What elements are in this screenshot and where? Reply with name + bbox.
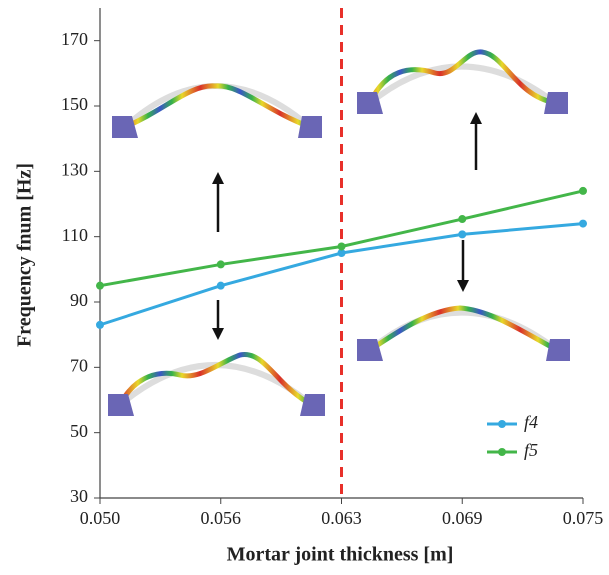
x-tick-label: 0.075 bbox=[563, 508, 604, 528]
y-tick-label: 150 bbox=[61, 94, 88, 114]
data-point bbox=[216, 260, 225, 269]
x-tick-label: 0.056 bbox=[201, 508, 242, 528]
x-tick-label: 0.063 bbox=[321, 508, 362, 528]
data-point bbox=[458, 230, 467, 239]
legend-label: f4 bbox=[524, 412, 538, 432]
data-point bbox=[579, 219, 587, 228]
legend-marker bbox=[498, 448, 506, 456]
y-tick-label: 130 bbox=[61, 159, 88, 179]
data-point bbox=[579, 186, 587, 195]
mode-shapes bbox=[117, 49, 560, 408]
data-point bbox=[96, 320, 104, 329]
supports bbox=[108, 92, 570, 416]
data-point bbox=[458, 215, 467, 224]
data-point bbox=[96, 281, 104, 290]
y-tick-label: 170 bbox=[61, 29, 88, 49]
y-tick-label: 90 bbox=[70, 290, 88, 310]
legend-marker bbox=[498, 420, 506, 428]
y-tick-label: 110 bbox=[62, 225, 88, 245]
data-point bbox=[337, 242, 346, 251]
y-tick-label: 70 bbox=[70, 355, 88, 375]
legend-label: f5 bbox=[524, 440, 538, 460]
y-axis-title: Frequency fnum [Hz] bbox=[14, 163, 36, 347]
y-tick-label: 30 bbox=[70, 486, 88, 506]
data-point bbox=[337, 249, 346, 257]
y-tick-label: 50 bbox=[70, 421, 88, 441]
x-axis-title: Mortar joint thickness [m] bbox=[227, 544, 454, 566]
x-tick-label: 0.050 bbox=[80, 508, 121, 528]
arrows bbox=[212, 112, 482, 340]
x-tick-label: 0.069 bbox=[442, 508, 483, 528]
data-point bbox=[216, 281, 225, 290]
